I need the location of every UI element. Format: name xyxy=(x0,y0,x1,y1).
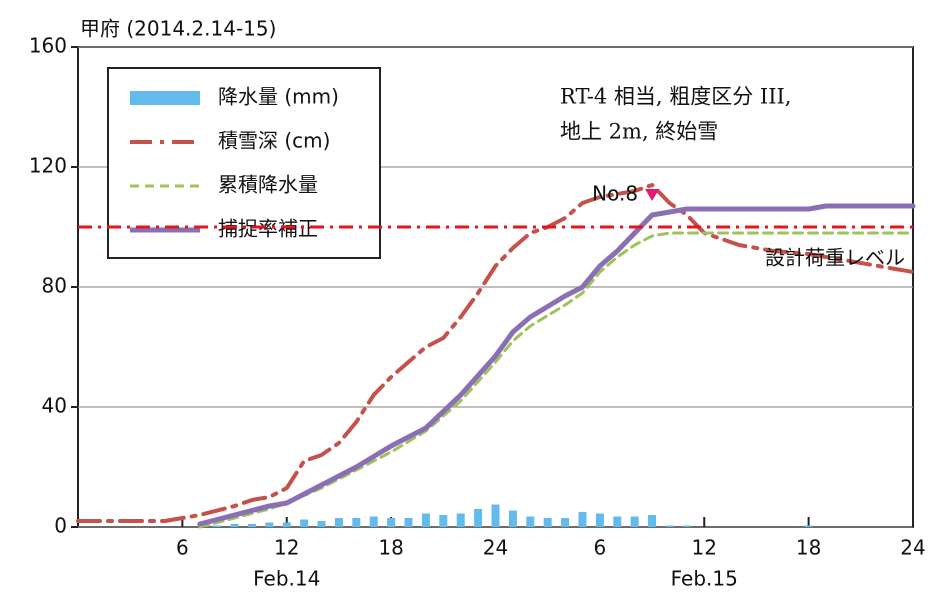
bar xyxy=(230,524,239,527)
bar xyxy=(247,524,256,527)
legend-label: 降水量 (mm) xyxy=(218,85,339,109)
bar xyxy=(213,525,222,527)
annotation: RT-4 相当, 粗度区分 III, xyxy=(560,85,791,109)
bar xyxy=(439,515,448,527)
date-label: Feb.14 xyxy=(253,567,320,591)
marker-label: No.8 xyxy=(592,182,638,206)
series-line xyxy=(197,203,916,527)
legend-label: 積雪深 (cm) xyxy=(218,129,330,153)
bar xyxy=(526,516,535,527)
bar xyxy=(543,518,552,527)
x-tick-label: 24 xyxy=(483,536,508,560)
y-tick-label: 40 xyxy=(42,394,67,418)
bar xyxy=(282,522,291,527)
bar xyxy=(665,525,674,527)
annotation: 地上 2m, 終始雪 xyxy=(560,120,718,144)
bar xyxy=(317,521,326,527)
bar xyxy=(300,519,309,527)
bar xyxy=(387,518,396,527)
legend-label: 累積降水量 xyxy=(218,173,318,197)
bar xyxy=(404,518,413,527)
y-tick-label: 160 xyxy=(29,34,67,58)
bar xyxy=(474,509,483,527)
x-tick-label: 6 xyxy=(176,536,189,560)
reference-label: 設計荷重レベル xyxy=(765,246,905,270)
legend-swatch xyxy=(130,91,200,105)
x-tick-label: 12 xyxy=(692,536,717,560)
date-label: Feb.15 xyxy=(671,567,738,591)
chart-title: 甲府 (2014.2.14-15) xyxy=(80,17,276,41)
bar xyxy=(421,513,430,527)
bar xyxy=(561,518,570,527)
y-tick-label: 80 xyxy=(42,274,67,298)
x-tick-label: 18 xyxy=(378,536,403,560)
bar xyxy=(682,525,691,527)
x-tick-label: 6 xyxy=(594,536,607,560)
bar xyxy=(648,515,657,527)
y-tick-label: 120 xyxy=(29,154,67,178)
bar xyxy=(630,516,639,527)
bar xyxy=(491,504,500,527)
bar xyxy=(265,522,274,527)
x-tick-label: 12 xyxy=(274,536,299,560)
bar xyxy=(595,513,604,527)
bar xyxy=(508,510,517,527)
bar xyxy=(456,513,465,527)
bar xyxy=(369,516,378,527)
x-tick-label: 18 xyxy=(796,536,821,560)
bar xyxy=(352,518,361,527)
bar xyxy=(334,518,343,527)
marker xyxy=(645,189,660,201)
bar xyxy=(804,525,813,527)
series-line xyxy=(198,231,915,529)
bar xyxy=(578,512,587,527)
y-tick-label: 0 xyxy=(54,514,67,538)
x-tick-label: 24 xyxy=(900,536,925,560)
bar xyxy=(613,516,622,527)
